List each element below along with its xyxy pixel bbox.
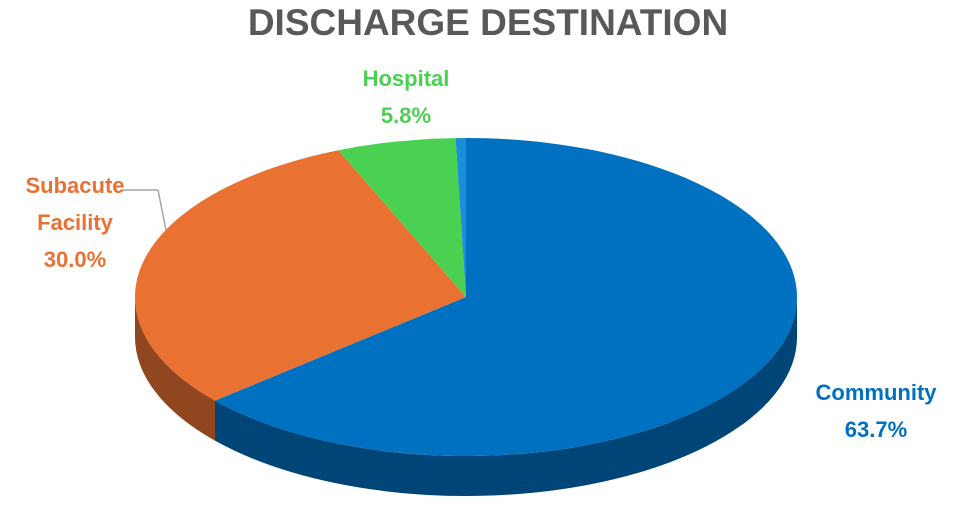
data-label: Hospital 5.8%: [306, 60, 506, 134]
pie-slice: [455, 138, 466, 297]
leader-line: [122, 189, 167, 231]
pie-slice: [338, 138, 466, 297]
data-label-value: 63.7%: [844, 417, 908, 442]
pie-slice: [214, 138, 798, 457]
data-label-value: 5.8%: [380, 103, 432, 128]
pie-slice-side: [214, 297, 798, 496]
pie-slice: [134, 150, 466, 401]
chart-title: DISCHARGE DESTINATION: [247, 2, 729, 43]
data-label: Community 63.7%: [776, 374, 976, 448]
data-label-name: Subacute Facility: [25, 173, 125, 235]
data-label-value: 30.0%: [43, 247, 107, 272]
data-label-name: Hospital: [362, 66, 450, 91]
data-label: Subacute Facility 30.0%: [0, 167, 150, 278]
pie-slice-side: [135, 297, 215, 441]
data-label-name: Community: [815, 380, 937, 405]
